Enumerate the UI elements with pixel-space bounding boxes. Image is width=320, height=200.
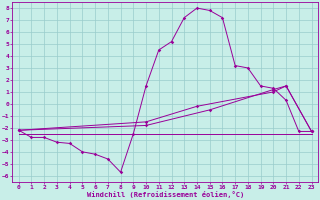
X-axis label: Windchill (Refroidissement éolien,°C): Windchill (Refroidissement éolien,°C) [86,191,244,198]
